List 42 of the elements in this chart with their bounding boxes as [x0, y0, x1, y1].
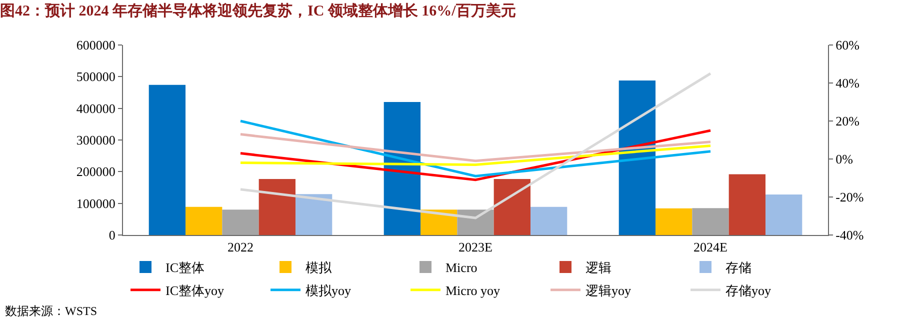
bar	[420, 210, 458, 235]
bar	[656, 208, 692, 235]
bar	[530, 206, 568, 235]
y-tick-label: 200000	[76, 164, 116, 180]
bar	[765, 194, 802, 235]
bar	[258, 178, 296, 235]
y2-tick-label: 40%	[836, 76, 860, 91]
legend-label: 存储yoy	[726, 282, 772, 298]
legend-label: 存储	[726, 260, 752, 276]
y2-tick-label: 20%	[836, 114, 860, 129]
y-tick-label: 300000	[76, 132, 116, 148]
legend-label: IC整体	[166, 260, 204, 276]
x-tick-label: 2024E	[694, 240, 728, 255]
source-note: 数据来源：WSTS	[5, 304, 98, 318]
y2-tick-label: -40%	[836, 228, 864, 243]
y-tick-label: 600000	[76, 38, 116, 53]
legend-label: Micro yoy	[446, 282, 501, 298]
bar	[457, 210, 494, 235]
y-tick-label: 500000	[76, 69, 116, 84]
legend-label: Micro	[446, 260, 478, 276]
y2-tick-label: 60%	[836, 38, 860, 53]
bar	[222, 210, 259, 235]
x-tick-label: 2022	[228, 240, 254, 255]
legend-label: IC整体yoy	[166, 282, 224, 298]
bar	[295, 194, 332, 235]
bar	[186, 206, 222, 235]
legend-label: 逻辑	[586, 260, 612, 276]
y2-tick-label: 0%	[836, 152, 854, 167]
bar	[728, 174, 766, 235]
bar	[618, 80, 656, 235]
legend-label: 模拟	[306, 260, 332, 276]
bar	[692, 208, 729, 235]
y2-tick-label: -20%	[836, 190, 864, 205]
bar	[148, 84, 186, 235]
y-tick-label: 100000	[76, 196, 116, 211]
legend-label: 逻辑yoy	[586, 282, 632, 298]
x-tick-label: 2023E	[458, 240, 493, 255]
y-tick-label: 400000	[76, 100, 116, 116]
chart-title: 图42：预计 2024 年存储半导体将迎领先复苏，IC 领域整体增长 16%/百万美元	[0, 1, 516, 20]
y-tick-label: 0	[108, 228, 116, 243]
legend-label: 模拟yoy	[306, 282, 352, 298]
bar	[494, 178, 530, 235]
